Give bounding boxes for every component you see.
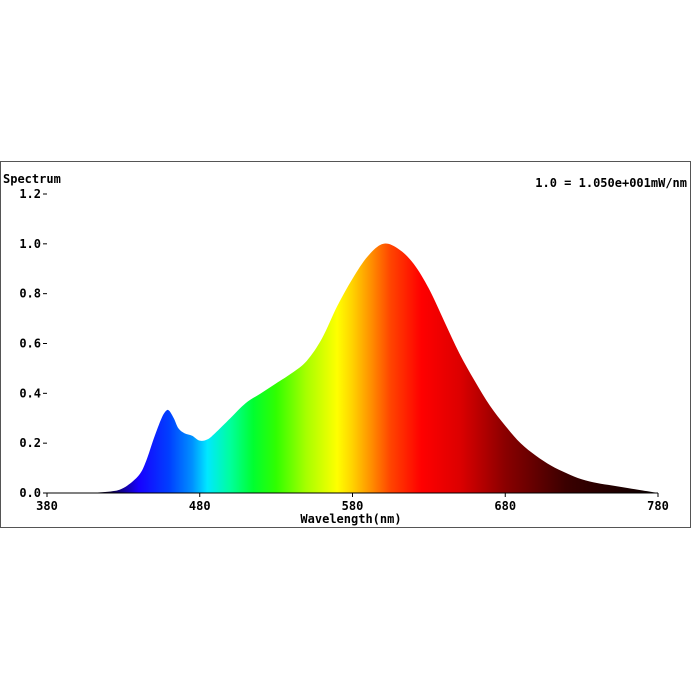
x-tick-label: 680 <box>494 499 516 513</box>
y-tick-label: 0.6 <box>19 337 41 351</box>
y-tick-label: 1.2 <box>19 187 41 201</box>
x-tick-label: 580 <box>342 499 364 513</box>
spectrum-chart: Spectrum 1.0 = 1.050e+001mW/nm 0.0 0.2 0.4… <box>3 172 687 526</box>
chart-title: Spectrum <box>3 172 61 186</box>
x-tick-label: 780 <box>647 499 669 513</box>
y-tick-label: 0.8 <box>19 287 41 301</box>
spectrum-area <box>47 243 658 493</box>
x-axis-ticks: 380 480 580 680 780 <box>36 493 669 513</box>
y-tick-label: 0.2 <box>19 436 41 450</box>
y-tick-label: 0.4 <box>19 386 41 400</box>
y-tick-label: 0.0 <box>19 486 41 500</box>
spectrum-chart-panel: Spectrum 1.0 = 1.050e+001mW/nm 0.0 0.2 0.4… <box>0 161 691 528</box>
x-tick-label: 480 <box>189 499 211 513</box>
y-axis-ticks: 0.0 0.2 0.4 0.6 0.8 1.0 1.2 <box>19 187 47 500</box>
y-tick-label: 1.0 <box>19 237 41 251</box>
x-tick-label: 380 <box>36 499 58 513</box>
x-axis-label: Wavelength(nm) <box>300 512 401 526</box>
scale-note: 1.0 = 1.050e+001mW/nm <box>535 176 687 190</box>
